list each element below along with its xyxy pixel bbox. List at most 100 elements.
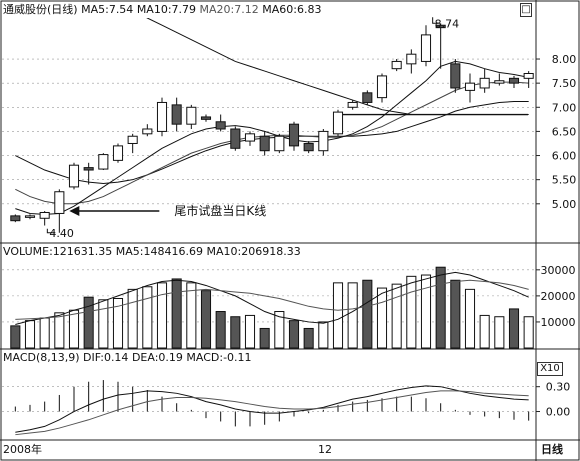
volume-bar <box>347 282 358 349</box>
candle-down <box>435 24 446 29</box>
low-marker <box>46 228 56 234</box>
candle-down <box>215 121 226 130</box>
candle-up <box>142 128 153 135</box>
volume-bar <box>303 327 314 349</box>
volume-bar <box>230 316 241 349</box>
ma60-readout: MA60:6.83 <box>262 3 322 16</box>
candle-up <box>244 133 256 142</box>
candle-down <box>200 116 212 120</box>
candle-up <box>24 215 36 218</box>
volume-tick-label: 10000 <box>541 316 576 329</box>
volume-bar <box>464 288 476 349</box>
candle-up <box>274 135 285 152</box>
candle-up <box>54 191 65 214</box>
volume-bar <box>332 282 344 349</box>
candle-down <box>450 63 461 89</box>
candle-down <box>303 142 314 152</box>
volume-bar <box>39 317 50 349</box>
ma-line-long <box>15 100 529 185</box>
candle-up <box>347 101 358 108</box>
candle-down <box>171 104 182 125</box>
volume-ma10-line <box>15 279 529 320</box>
candle-down <box>230 128 241 149</box>
price-tick-label: 8.00 <box>552 53 577 66</box>
candle-up <box>406 53 417 65</box>
annotation-arrowhead <box>69 206 80 217</box>
dea-line <box>15 390 529 436</box>
vol-ma10-readout: MA10:206918.33 <box>206 245 301 258</box>
macd-tick-label: 0.00 <box>546 406 571 419</box>
candle-down <box>362 92 373 103</box>
volume-bar <box>420 274 432 349</box>
volume-bar <box>362 279 373 349</box>
candle-up <box>494 80 505 84</box>
volume-bar <box>186 282 197 349</box>
dif-readout: DIF:0.14 <box>83 351 129 364</box>
month-label: 12 <box>318 443 332 456</box>
volume-bar <box>112 297 124 349</box>
candle-up <box>112 145 124 161</box>
price-tick-label: 5.50 <box>552 174 577 187</box>
candle-up <box>186 106 197 125</box>
price-tick-label: 7.00 <box>552 101 577 114</box>
volume-bar <box>54 312 65 349</box>
volume-bar <box>376 287 388 349</box>
volume-bar <box>171 278 182 349</box>
candle-down <box>508 77 520 84</box>
volume-bar <box>200 290 212 349</box>
high-price-label: 8.74 <box>435 17 460 30</box>
candle-up <box>479 77 490 89</box>
low-price-label: 4.40 <box>49 227 73 240</box>
volume-bar <box>83 296 94 349</box>
volume-bar <box>288 320 300 349</box>
candle-up <box>464 82 476 91</box>
annotation-text: 尾市试盘当日K线 <box>174 203 266 218</box>
ma5-readout: MA5:7.54 <box>81 3 134 16</box>
period-selector[interactable]: 日线 <box>541 443 563 456</box>
volume-tick-label: 20000 <box>541 290 576 303</box>
candle-down <box>10 215 21 222</box>
candle-down <box>288 123 300 147</box>
candle-up <box>376 75 388 99</box>
ma20-readout: MA20:7.12 <box>199 3 259 16</box>
volume-panel-header: VOLUME:121631.35 MA5:148416.69 MA10:2069… <box>3 245 301 258</box>
volume-bar <box>406 275 417 349</box>
macd-panel-header: MACD(8,13,9) DIF:0.14 DEA:0.19 MACD:-0.1… <box>3 351 252 364</box>
volume-bar <box>435 266 446 349</box>
volume-readout: VOLUME:121631.35 <box>3 245 113 258</box>
volume-bar <box>494 316 505 349</box>
vol-ma5-readout: MA5:148416.69 <box>115 245 203 258</box>
candle-up <box>318 130 329 152</box>
candle-up <box>127 135 138 144</box>
window-restore-button[interactable]: □ <box>520 3 532 17</box>
ma10-readout: MA10:7.79 <box>136 3 197 16</box>
price-tick-label: 7.50 <box>552 77 577 90</box>
volume-bar <box>508 308 520 349</box>
price-panel-header: 通威股份(日线) MA5:7.54 MA10:7.79 MA20:7.12 MA… <box>3 3 321 16</box>
stock-title: 通威股份(日线) <box>3 3 78 16</box>
candle-up <box>523 73 534 79</box>
ma-line-short <box>15 60 529 215</box>
volume-bar <box>156 282 168 349</box>
macd-params: MACD(8,13,9) <box>3 351 80 364</box>
volume-bar <box>274 311 285 349</box>
volume-ma5-line <box>15 271 529 326</box>
price-tick-label: 6.50 <box>552 125 577 138</box>
price-tick-label: 6.00 <box>552 150 577 163</box>
volume-bar <box>523 316 534 349</box>
volume-bar <box>142 286 153 349</box>
volume-tick-label: 30000 <box>541 264 576 277</box>
start-date-label: 2008年 <box>3 443 42 456</box>
candle-up <box>391 60 402 70</box>
volume-bar <box>215 311 226 349</box>
volume-unit-badge: X10 <box>537 362 563 376</box>
candle-up <box>420 34 432 62</box>
volume-bar <box>10 325 21 349</box>
volume-bar <box>98 299 109 349</box>
candle-up <box>39 211 50 219</box>
volume-bar <box>391 283 402 349</box>
candle-down <box>259 135 270 152</box>
ma-line-mid <box>15 81 529 205</box>
